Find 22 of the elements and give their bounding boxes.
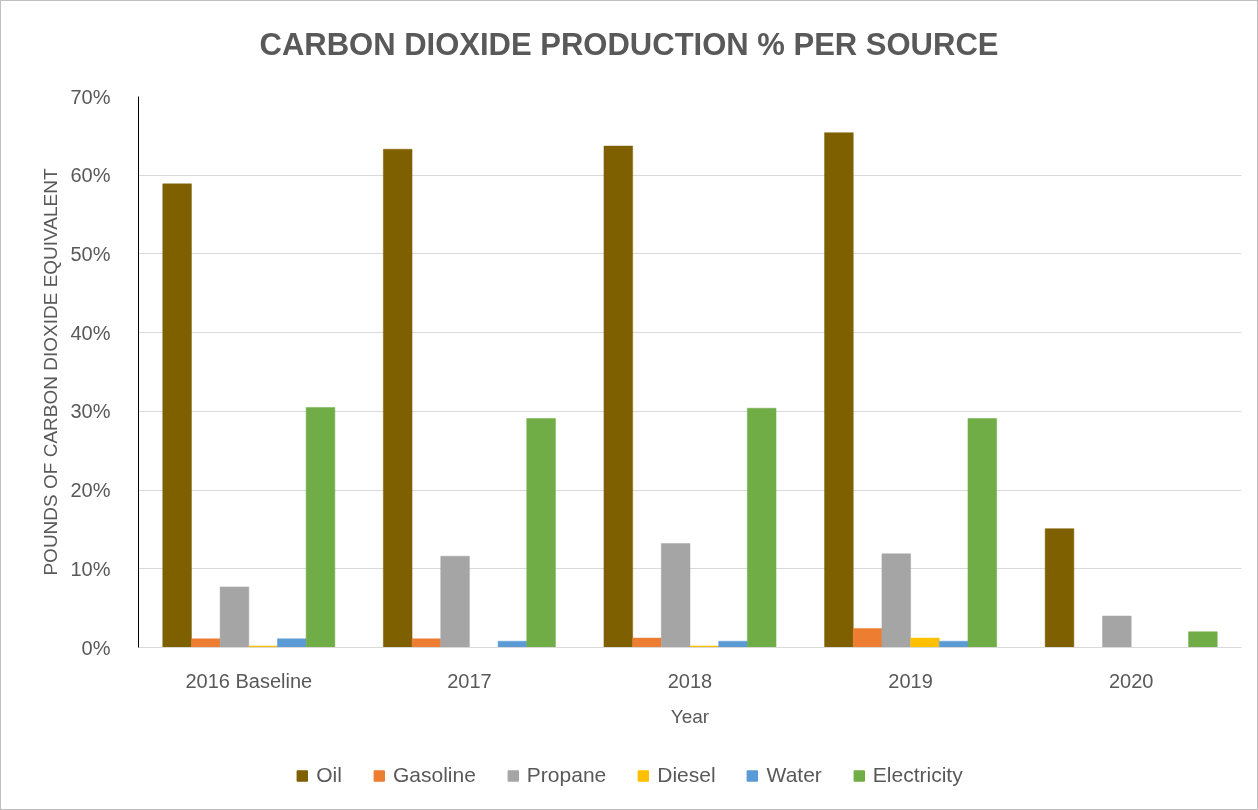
y-tick-label: 70%: [70, 85, 111, 108]
x-tick-label: 2019: [888, 669, 933, 692]
y-tick-label: 30%: [70, 400, 111, 423]
legend-label: Diesel: [657, 763, 716, 787]
legend-label: Oil: [316, 763, 342, 787]
legend-label: Gasoline: [392, 763, 476, 787]
y-tick-label: 0%: [81, 636, 111, 659]
y-tick-label: 50%: [70, 242, 111, 265]
x-tick-label: 2016 Baseline: [185, 669, 313, 692]
y-tick-label: 20%: [70, 479, 111, 502]
x-tick-label: 2017: [447, 669, 492, 692]
chart-title: CARBON DIOXIDE PRODUCTION % PER SOURCE: [258, 26, 1000, 64]
legend-label: Electricity: [872, 763, 963, 787]
x-tick-label: 2020: [1108, 669, 1154, 692]
legend-label: Water: [766, 763, 822, 787]
y-tick-label: 60%: [70, 164, 111, 187]
y-tick-label: 40%: [70, 321, 111, 344]
y-axis-title: POUNDS OF CARBON DIOXIDE EQUIVALENT: [40, 168, 62, 576]
x-axis-title: Year: [670, 705, 710, 727]
x-tick-label: 2018: [667, 669, 713, 692]
legend-label: Propane: [526, 763, 607, 787]
y-tick-label: 10%: [70, 557, 111, 580]
